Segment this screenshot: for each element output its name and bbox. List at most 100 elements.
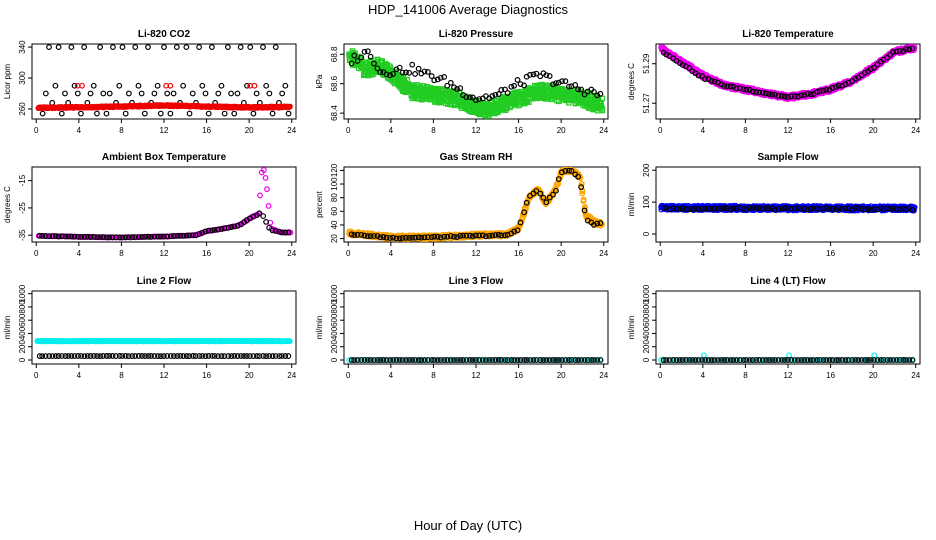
y-axis-label: degrees C (627, 63, 636, 100)
data-point (39, 110, 46, 117)
data-point (444, 233, 451, 240)
data-point (599, 107, 606, 114)
data-point (421, 234, 428, 241)
data-point (715, 205, 721, 212)
y-axis-label: degrees C (3, 186, 12, 223)
data-point (711, 205, 718, 212)
chart-title: Li-820 CO2 (138, 29, 191, 40)
data-point (553, 80, 559, 87)
data-point (578, 86, 585, 93)
data-point (415, 65, 422, 72)
data-point (428, 73, 435, 79)
data-point (689, 206, 696, 212)
data-point (78, 233, 84, 240)
data-point (415, 234, 422, 241)
data-point (679, 62, 686, 68)
data-point (543, 199, 550, 206)
data-point (205, 227, 212, 234)
data-point (467, 232, 473, 239)
y-tick-label: 100 (330, 177, 339, 191)
data-point (170, 90, 177, 97)
data-point (686, 65, 693, 72)
data-point (521, 209, 528, 216)
data-point (775, 92, 782, 99)
data-point (287, 103, 293, 110)
data-point (568, 168, 575, 174)
data-point (772, 91, 778, 98)
data-point (874, 61, 881, 68)
data-point (383, 234, 390, 241)
data-point (781, 93, 788, 100)
data-point (160, 233, 167, 240)
data-point (887, 52, 894, 58)
data-point (801, 92, 808, 98)
data-point (138, 90, 145, 97)
data-point (673, 205, 680, 212)
data-point (251, 82, 258, 89)
data-point (871, 64, 877, 71)
data-point (109, 234, 116, 241)
data-point (555, 176, 562, 183)
y-tick-label: 100 (642, 195, 651, 209)
data-point (112, 234, 119, 241)
data-point (190, 232, 196, 239)
data-point (164, 233, 171, 240)
data-point (906, 46, 913, 53)
data-point (724, 83, 730, 90)
data-point (406, 69, 413, 76)
data-point (766, 91, 772, 97)
data-point (784, 204, 791, 211)
data-point (167, 233, 174, 240)
data-point (753, 89, 760, 95)
data-point (377, 234, 384, 241)
data-point (814, 89, 820, 95)
data-point (582, 204, 588, 211)
data-point (231, 110, 238, 117)
data-point (527, 71, 533, 78)
x-tick-label: 12 (784, 249, 793, 258)
data-point (451, 233, 457, 240)
data-point (705, 205, 712, 212)
data-point (396, 64, 403, 71)
data-point (139, 234, 145, 240)
data-point (546, 73, 553, 79)
x-tick-label: 8 (119, 126, 124, 135)
data-point (351, 232, 358, 238)
y-tick-label: 800 (18, 300, 27, 314)
x-tick-label: 8 (119, 249, 124, 258)
x-tick-label: 12 (784, 126, 793, 135)
data-point (514, 227, 521, 234)
data-point (151, 90, 158, 97)
data-point (348, 60, 355, 67)
data-point (49, 233, 56, 240)
data-point (437, 234, 444, 241)
data-point (546, 194, 553, 201)
data-point (399, 69, 406, 76)
data-point (476, 232, 483, 239)
data-point (521, 82, 528, 89)
data-point (282, 82, 289, 89)
data-point (424, 234, 431, 241)
y-tick-label: 260 (18, 102, 27, 116)
x-tick-label: 24 (599, 126, 608, 135)
data-point (145, 44, 151, 50)
data-point (795, 205, 801, 212)
x-tick-label: 0 (346, 126, 351, 135)
data-point (224, 44, 231, 50)
data-point (374, 65, 381, 72)
data-point (390, 234, 396, 241)
data-point (537, 190, 544, 197)
data-point (660, 205, 667, 212)
data-point (566, 83, 572, 90)
data-point (533, 188, 540, 194)
data-point (807, 91, 814, 98)
data-point (816, 206, 823, 212)
x-tick-label: 4 (389, 249, 394, 258)
data-point (788, 205, 795, 212)
data-point (348, 231, 355, 238)
data-point (174, 233, 181, 239)
x-tick-label: 20 (245, 371, 254, 380)
data-point (151, 233, 158, 240)
